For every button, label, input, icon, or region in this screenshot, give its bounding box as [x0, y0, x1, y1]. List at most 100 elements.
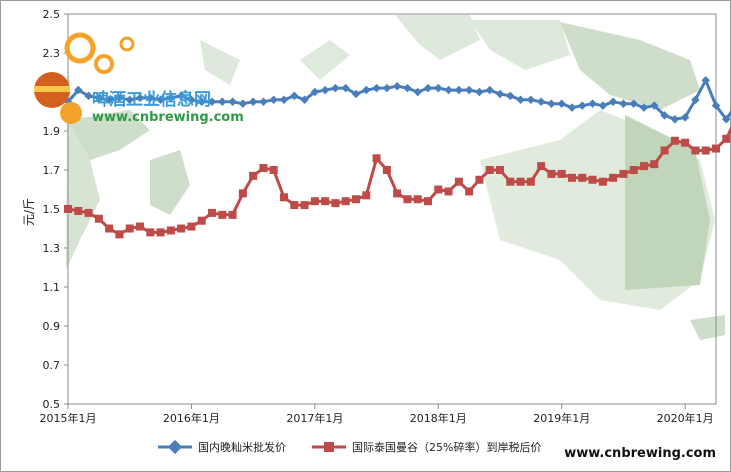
data-point-domestic	[464, 85, 474, 95]
data-point-thai	[496, 166, 504, 174]
data-point-domestic	[135, 93, 145, 103]
data-point-thai	[424, 197, 432, 206]
data-point-thai	[146, 228, 155, 237]
data-point-domestic	[176, 91, 186, 101]
x-tick-label: 2015年1月	[40, 411, 97, 425]
data-point-thai	[218, 210, 227, 219]
data-point-thai	[413, 195, 422, 204]
data-point-thai	[537, 162, 546, 171]
data-point-thai	[352, 195, 360, 204]
data-point-domestic	[156, 95, 165, 105]
x-axis: 2015年1月 2016年1月 2017年1月 2018年1月 2019年1月 2020年…	[40, 404, 714, 425]
data-point-domestic	[588, 99, 597, 108]
x-tick-label: 2017年1月	[286, 411, 343, 425]
data-point-thai	[310, 197, 319, 206]
data-point-thai	[712, 144, 720, 153]
y-axis-label: 元/斤	[22, 198, 36, 226]
logo-bubble	[60, 102, 82, 124]
data-point-thai	[629, 166, 638, 174]
data-point-domestic	[351, 89, 361, 99]
data-point-thai	[722, 134, 731, 143]
data-point-thai	[516, 177, 525, 186]
data-point-domestic	[670, 115, 680, 124]
logo-ring-medium	[94, 54, 114, 74]
x-tick-label: 2019年1月	[533, 411, 590, 425]
data-point-domestic	[567, 103, 577, 112]
data-point-thai	[609, 173, 618, 182]
data-point-domestic	[331, 83, 340, 93]
series-line-domestic	[66, 78, 731, 121]
data-point-thai	[660, 146, 669, 155]
data-point-thai	[64, 205, 72, 213]
data-point-thai	[187, 222, 196, 231]
logo-ring-small	[119, 36, 135, 52]
y-tick-label: 1.5	[43, 203, 61, 216]
data-point-thai	[84, 208, 93, 217]
y-tick-label: 0.5	[43, 398, 61, 411]
data-point-thai	[578, 173, 587, 182]
data-point-thai	[434, 185, 443, 194]
logo-ring-large	[64, 32, 96, 64]
data-point-domestic	[629, 99, 638, 108]
data-point-domestic	[701, 76, 710, 85]
data-point-domestic	[516, 95, 525, 105]
y-tick-label: 0.9	[43, 320, 61, 333]
data-point-domestic	[269, 95, 278, 105]
y-tick-label: 1.3	[43, 242, 61, 255]
data-point-thai	[444, 187, 453, 196]
watermark-logo	[34, 32, 135, 124]
data-point-thai	[382, 166, 391, 174]
data-point-domestic	[454, 85, 464, 95]
data-point-thai	[156, 228, 165, 237]
data-point-domestic	[413, 87, 422, 97]
y-tick-label: 1.1	[43, 281, 61, 294]
x-tick-label: 2020年1月	[657, 411, 714, 425]
data-point-thai	[341, 197, 350, 206]
data-point-thai	[485, 166, 494, 174]
data-point-domestic	[187, 95, 196, 105]
x-tick-label: 2018年1月	[410, 411, 467, 425]
data-point-domestic	[228, 97, 237, 106]
data-point-thai	[506, 177, 515, 186]
data-point-thai	[125, 224, 134, 233]
data-point-thai	[598, 177, 607, 186]
data-point-thai	[475, 175, 484, 184]
data-point-thai	[238, 189, 247, 198]
data-point-thai	[588, 175, 597, 184]
data-point-domestic	[722, 115, 731, 124]
legend-label-thai: 国际泰国曼谷（25%碎率）到岸税后价	[352, 440, 541, 454]
data-point-domestic	[444, 85, 453, 95]
data-point-domestic	[104, 95, 114, 105]
series-layer	[63, 76, 731, 239]
data-point-thai	[681, 138, 690, 147]
data-point-thai	[454, 177, 463, 186]
x-tick-label: 2016年1月	[163, 411, 220, 425]
data-point-domestic	[166, 93, 176, 103]
data-point-domestic	[259, 97, 268, 107]
data-point-thai	[465, 187, 474, 196]
watermark-cn: 啤酒工业信息网	[92, 89, 211, 110]
y-tick-label: 1.9	[43, 125, 61, 138]
data-point-thai	[526, 177, 535, 186]
data-point-thai	[177, 224, 186, 233]
data-point-domestic	[608, 97, 618, 107]
data-point-domestic	[74, 85, 83, 95]
data-point-domestic	[248, 97, 258, 107]
data-point-domestic	[557, 99, 566, 108]
data-point-thai	[650, 160, 659, 169]
legend-label-domestic: 国内晚籼米批发价	[198, 440, 286, 454]
y-tick-label: 1.7	[43, 164, 61, 177]
data-point-thai	[269, 166, 278, 174]
data-point-thai	[94, 214, 103, 223]
data-point-domestic	[372, 83, 381, 93]
data-point-domestic	[598, 101, 608, 110]
data-point-domestic	[547, 99, 556, 108]
data-point-domestic	[341, 83, 350, 93]
data-point-domestic	[382, 83, 392, 93]
legend-marker-thai	[324, 442, 334, 452]
legend: 国内晚籼米批发价 国际泰国曼谷（25%碎率）到岸税后价	[158, 439, 541, 455]
data-point-domestic	[320, 85, 330, 95]
data-point-thai	[249, 171, 258, 180]
data-point-thai	[372, 154, 381, 163]
